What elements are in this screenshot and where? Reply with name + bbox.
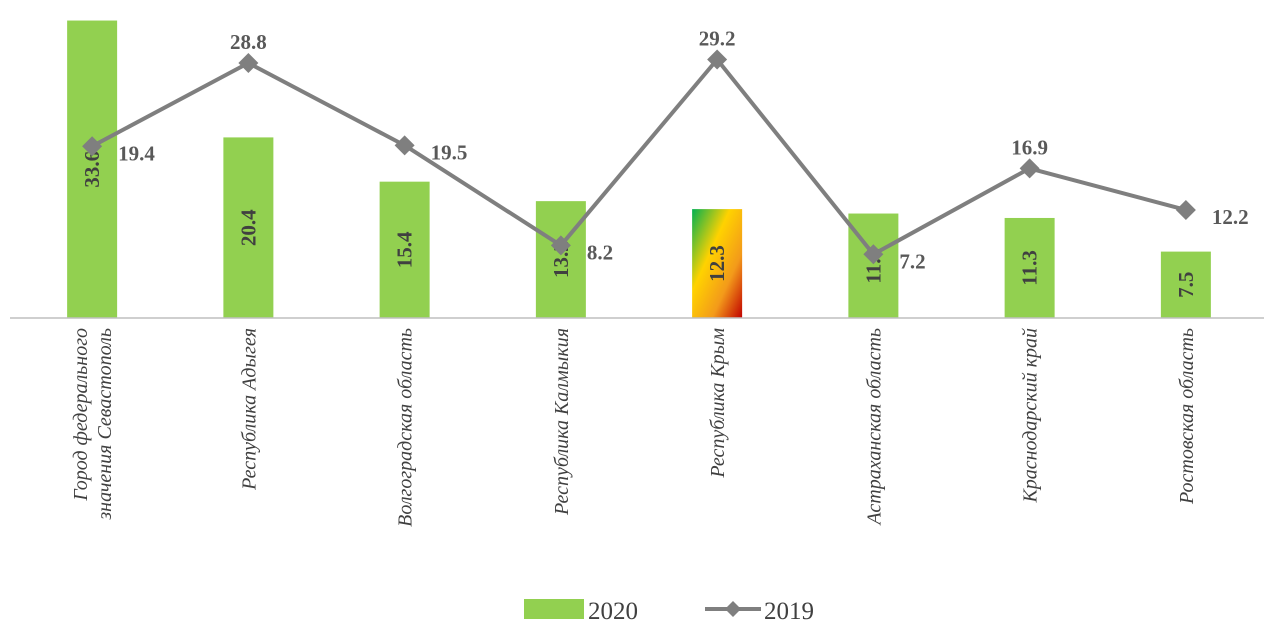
- bar-2020-4: [535, 201, 586, 318]
- category-label: Астраханская область: [863, 328, 885, 526]
- category-label: Город федерального: [70, 328, 92, 502]
- bar-2020-7: [1004, 217, 1055, 318]
- bar-2020-2: [223, 137, 274, 318]
- line-2019: [91, 57, 1187, 257]
- category-label: значения Севастополь: [94, 328, 116, 521]
- bar-2020-8: [1160, 251, 1211, 318]
- line-marker-2019-6: [863, 244, 884, 265]
- bar-value-label: 20.4: [236, 209, 260, 246]
- bar-labels: 33.620.415.4 13.2 12.3 11.8 11.3 7.5: [80, 151, 1198, 298]
- legend-label-2019: 2019: [764, 598, 814, 622]
- line-value-label: 19.5: [431, 140, 468, 164]
- category-label: Краснодарский край: [1020, 328, 1042, 504]
- bar-value-label: 15.4: [393, 231, 417, 268]
- line-value-label: 12.2: [1212, 205, 1249, 229]
- line-value-label: 19.4: [118, 141, 155, 165]
- bar-value-label: 33.6: [80, 151, 104, 188]
- bar-value-label: 11.3: [1018, 250, 1042, 286]
- line-marker-2019-7: [1019, 158, 1040, 179]
- line-marker-2019-5: [707, 49, 728, 70]
- category-label: Республика Адыгея: [238, 328, 260, 491]
- legend: 2020 2019: [524, 598, 814, 622]
- legend-marker-2019: [725, 601, 741, 617]
- line-marker-2019-1: [82, 136, 103, 157]
- line-marker-2019-4: [550, 235, 571, 256]
- category-label: Волгоградская область: [395, 328, 417, 527]
- line-value-label: 8.2: [587, 240, 613, 264]
- bar-value-label: 7.5: [1174, 272, 1198, 298]
- category-label: Ростовская область: [1176, 328, 1198, 505]
- line-marker-2019-8: [1175, 199, 1196, 220]
- bar-2020-3: [379, 181, 430, 318]
- legend-swatch-2020: [524, 599, 584, 619]
- category-label: Республика Крым: [707, 328, 729, 479]
- line-value-label: 7.2: [899, 249, 925, 273]
- line-series-2019: [82, 49, 1196, 265]
- category-labels: Город федерального значения Севастополь Ре…: [70, 328, 1198, 527]
- line-value-label: 28.8: [230, 30, 267, 54]
- line-marker-2019-2: [238, 53, 259, 74]
- bar-series-2020: [67, 20, 1211, 319]
- line-marker-2019-3: [394, 135, 415, 156]
- line-value-label: 16.9: [1011, 135, 1048, 159]
- legend-label-2020: 2020: [588, 598, 638, 622]
- bar-value-label: 12.3: [705, 245, 729, 282]
- bar-2020-5: [692, 209, 743, 318]
- line-labels: 19.4 28.8 19.5 8.2 29.2 7.2 16.9 12.2: [118, 26, 1249, 273]
- line-value-label: 29.2: [699, 26, 736, 50]
- category-label: Республика Калмыкия: [551, 328, 573, 516]
- bar-2020-1: [67, 20, 118, 319]
